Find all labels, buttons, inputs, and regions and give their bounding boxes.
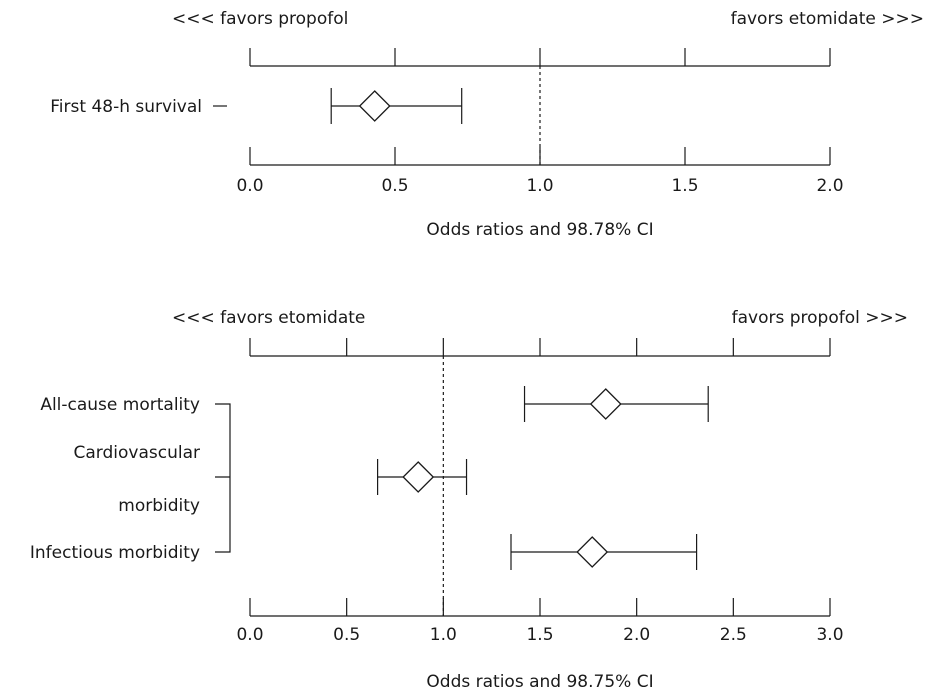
p2-row: Cardiovascular morbidity xyxy=(74,443,468,516)
p2-point-estimate xyxy=(402,461,435,493)
p2-tick-label: 2.5 xyxy=(720,625,747,645)
panel-2-top-axis xyxy=(249,338,831,357)
p2-tick-label: 1.0 xyxy=(430,625,457,645)
panel-1: <<< favors propofol favors etomidate >>>… xyxy=(50,9,924,240)
panel-2-tick-labels: 0.0 0.5 1.0 1.5 2.0 2.5 3.0 xyxy=(236,625,843,645)
p1-tick-label: 1.5 xyxy=(671,176,698,196)
p2-tick-label: 1.5 xyxy=(526,625,553,645)
panel-1-rows: First 48-h survival xyxy=(50,88,463,124)
p1-tick-label: 0.5 xyxy=(381,176,408,196)
panel-2-x-axis-label: Odds ratios and 98.75% CI xyxy=(426,672,653,692)
p2-tick-label: 0.0 xyxy=(236,625,263,645)
panel-2-right-label: favors propofol >>> xyxy=(732,308,908,328)
p2-row-label: All-cause mortality xyxy=(40,395,200,415)
p1-point-estimate xyxy=(358,90,391,122)
panel-2-label-bracket xyxy=(215,403,231,553)
panel-2: <<< favors etomidate favors propofol >>>… xyxy=(30,308,908,692)
panel-2-left-label: <<< favors etomidate xyxy=(172,308,365,328)
panel-1-top-axis xyxy=(249,48,831,67)
p1-tick-label: 1.0 xyxy=(526,176,553,196)
p2-row-label: Infectious morbidity xyxy=(30,543,200,563)
panel-1-right-label: favors etomidate >>> xyxy=(731,9,924,29)
p2-tick-label: 2.0 xyxy=(623,625,650,645)
p1-row: First 48-h survival xyxy=(50,88,463,124)
panel-2-bottom-axis xyxy=(249,598,831,617)
p2-point-estimate xyxy=(589,388,622,420)
p1-row-label: First 48-h survival xyxy=(50,97,202,117)
p2-row: Infectious morbidity xyxy=(30,534,698,570)
p2-row: All-cause mortality xyxy=(40,386,709,422)
panel-1-tick-labels: 0.0 0.5 1.0 1.5 2.0 xyxy=(236,176,843,196)
p2-point-estimate xyxy=(576,536,609,568)
p2-tick-label: 0.5 xyxy=(333,625,360,645)
panel-1-x-axis-label: Odds ratios and 98.78% CI xyxy=(426,220,653,240)
p2-row-label: Cardiovascular xyxy=(74,443,200,463)
panel-1-left-label: <<< favors propofol xyxy=(172,9,348,29)
p2-row-label: morbidity xyxy=(118,496,200,516)
panel-2-rows: All-cause mortality Cardiovascular morbidi… xyxy=(30,386,709,570)
p1-tick-label: 0.0 xyxy=(236,176,263,196)
p2-tick-label: 3.0 xyxy=(816,625,843,645)
p1-tick-label: 2.0 xyxy=(816,176,843,196)
